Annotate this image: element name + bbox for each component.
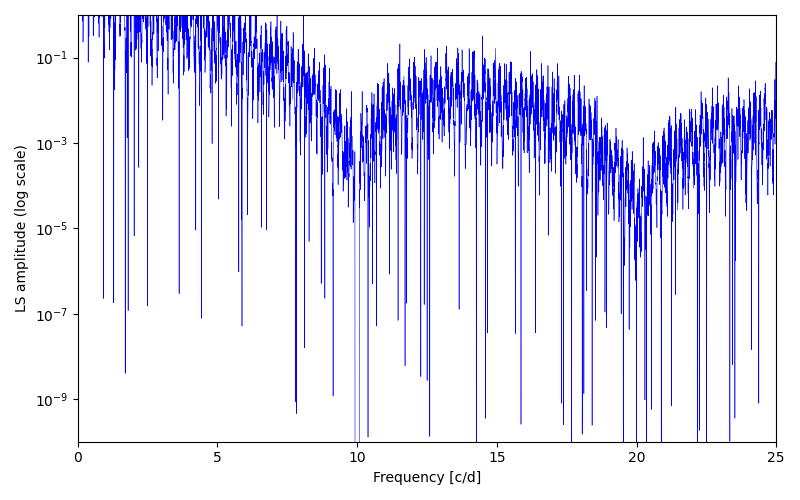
Y-axis label: LS amplitude (log scale): LS amplitude (log scale) xyxy=(15,144,29,312)
X-axis label: Frequency [c/d]: Frequency [c/d] xyxy=(373,471,481,485)
